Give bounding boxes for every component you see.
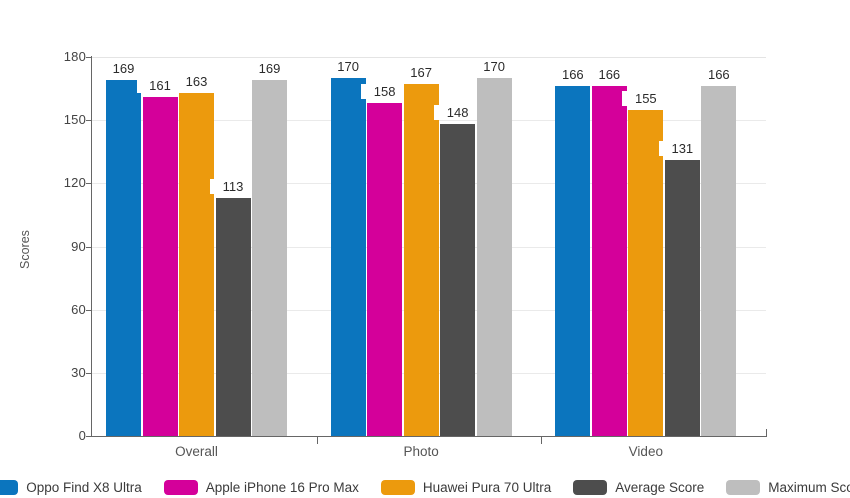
x-axis-category-label: Photo xyxy=(403,444,439,459)
bar[interactable] xyxy=(440,124,476,436)
bar-value-label: 113 xyxy=(209,179,257,195)
y-tick: 0 xyxy=(0,428,86,444)
y-tick: 60 xyxy=(0,302,86,318)
y-tick-mark xyxy=(86,246,92,248)
y-tick-mark xyxy=(86,309,92,311)
chart-legend: Oppo Find X8 Ultra Apple iPhone 16 Pro Ma… xyxy=(0,476,850,498)
bar[interactable] xyxy=(179,92,214,436)
bar-value-label: 131 xyxy=(658,141,706,157)
y-tick-label: 0 xyxy=(78,428,86,443)
legend-item[interactable]: Oppo Find X8 Ultra xyxy=(0,479,142,495)
y-tick: 90 xyxy=(0,239,86,255)
legend-swatch-icon xyxy=(380,479,415,495)
bar[interactable] xyxy=(367,103,403,436)
bar-value-label: 161 xyxy=(136,78,184,93)
bar[interactable] xyxy=(701,86,737,436)
legend-item[interactable]: Huawei Pura 70 Ultra xyxy=(380,479,552,495)
y-tick: 30 xyxy=(0,365,86,381)
bar-value-label: 166 xyxy=(585,67,633,83)
x-axis-line xyxy=(91,436,767,437)
bar[interactable] xyxy=(591,86,627,436)
bar[interactable] xyxy=(555,86,591,436)
bar-value-label: 170 xyxy=(470,59,518,75)
y-tick-label: 90 xyxy=(71,238,86,254)
x-tick-mark xyxy=(316,437,318,444)
plot-area: 169 161 163 113 169 170 158 167 148 170 166 166 155 1… xyxy=(92,57,766,437)
bar-value-label: 170 xyxy=(324,59,372,75)
bar[interactable] xyxy=(142,97,178,436)
bar-value-label: 155 xyxy=(622,90,670,106)
legend-item[interactable]: Average Score xyxy=(573,479,705,495)
y-tick-mark xyxy=(86,436,92,437)
x-axis-endcap xyxy=(766,429,767,437)
bar-value-label: 158 xyxy=(361,84,409,100)
bar[interactable] xyxy=(628,109,664,436)
y-axis-line xyxy=(91,56,92,437)
bar[interactable] xyxy=(215,198,251,436)
legend-swatch-icon xyxy=(163,479,198,495)
bar-value-label: 148 xyxy=(434,105,482,121)
y-tick-label: 180 xyxy=(63,49,86,64)
bar[interactable] xyxy=(330,78,366,436)
y-tick-label: 30 xyxy=(71,364,86,380)
legend-item[interactable]: Maximum Score xyxy=(726,479,850,495)
y-tick-mark xyxy=(86,372,92,374)
bar[interactable] xyxy=(252,80,287,436)
y-tick-label: 150 xyxy=(63,112,86,128)
x-axis-category-label: Overall xyxy=(175,444,218,459)
y-tick: 120 xyxy=(0,175,86,191)
gridline xyxy=(92,57,766,58)
bar-value-label: 166 xyxy=(695,67,743,83)
bar-value-label: 167 xyxy=(397,65,445,81)
legend-label: Average Score xyxy=(615,479,705,495)
bar[interactable] xyxy=(403,84,439,436)
legend-label: Apple iPhone 16 Pro Max xyxy=(205,479,359,495)
y-tick-label: 60 xyxy=(71,301,86,317)
bar[interactable] xyxy=(106,80,141,436)
legend-label: Oppo Find X8 Ultra xyxy=(26,479,142,495)
bar-value-label: 169 xyxy=(100,61,147,77)
y-tick-mark xyxy=(86,57,92,58)
bar-value-label: 169 xyxy=(246,61,293,77)
legend-label: Huawei Pura 70 Ultra xyxy=(422,479,552,495)
legend-swatch-icon xyxy=(0,479,19,495)
bar[interactable] xyxy=(664,160,700,436)
y-tick: 180 xyxy=(0,49,86,65)
bar[interactable] xyxy=(476,78,512,436)
y-tick-mark xyxy=(86,183,92,185)
legend-swatch-icon xyxy=(726,479,761,495)
x-tick-mark xyxy=(541,437,543,444)
legend-item[interactable]: Apple iPhone 16 Pro Max xyxy=(163,479,359,495)
bar-value-label: 163 xyxy=(173,73,220,89)
legend-label: Maximum Score xyxy=(768,479,850,495)
y-tick: 150 xyxy=(0,112,86,128)
y-tick-label: 120 xyxy=(63,175,86,191)
bar-value-label: 166 xyxy=(549,67,597,83)
y-tick-mark xyxy=(86,120,92,122)
x-axis-category-label: Video xyxy=(628,444,663,459)
legend-swatch-icon xyxy=(573,479,608,495)
